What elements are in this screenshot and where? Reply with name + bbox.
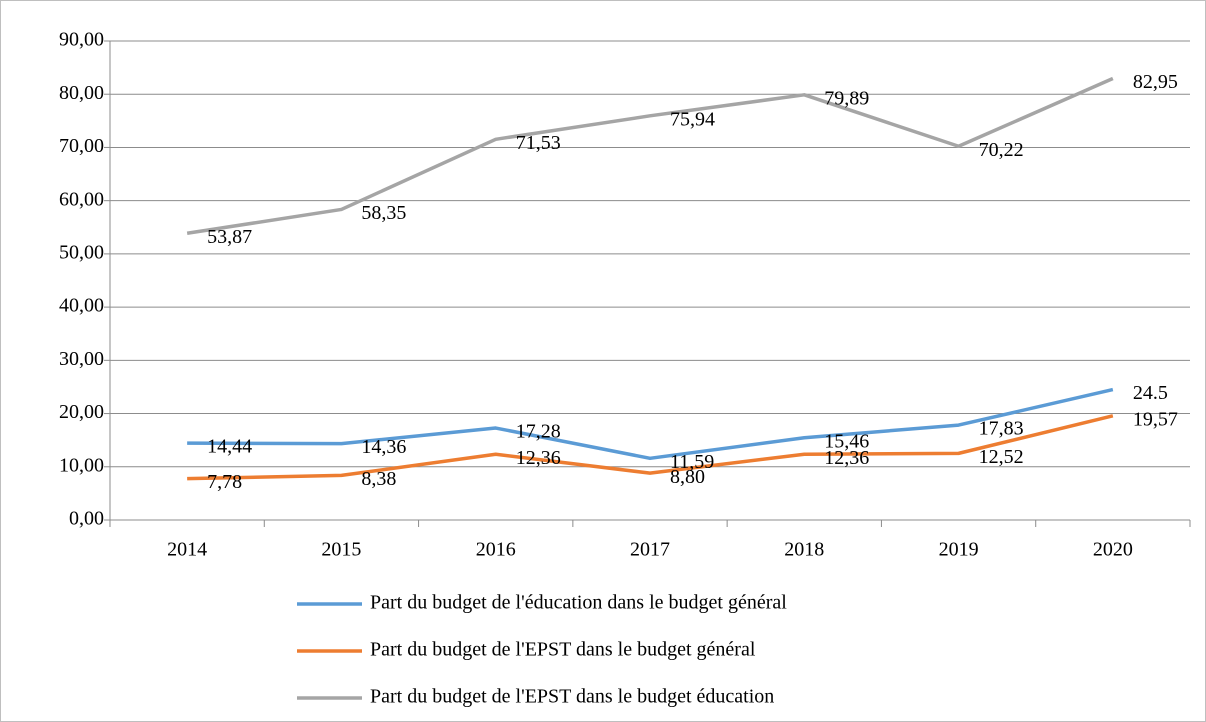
- data-label: 11,59: [670, 451, 714, 473]
- data-label: 19,57: [1133, 408, 1178, 430]
- data-label: 17,28: [516, 421, 561, 443]
- series-line: [187, 387, 1114, 461]
- data-label: 7,78: [207, 471, 242, 493]
- x-tick-label: 2017: [630, 539, 670, 561]
- legend-label: Part du budget de l'EPST dans le budget …: [370, 686, 774, 708]
- x-tick-label: 2018: [784, 539, 824, 561]
- y-tick-label: 50,00: [59, 241, 104, 263]
- data-label: 53,87: [207, 226, 252, 248]
- y-tick-label: 80,00: [59, 82, 104, 104]
- data-label: 14,44: [207, 436, 252, 458]
- legend-label: Part du budget de l'éducation dans le bu…: [370, 592, 787, 614]
- y-tick-label: 70,00: [59, 135, 104, 157]
- data-label: 24.5: [1133, 382, 1168, 404]
- data-label: 75,94: [670, 108, 715, 130]
- data-label: 70,22: [979, 139, 1024, 161]
- x-tick-label: 2020: [1093, 539, 1133, 561]
- x-tick-label: 2014: [167, 539, 207, 561]
- series-line: [187, 414, 1114, 481]
- y-tick-label: 90,00: [59, 29, 104, 51]
- data-label: 58,35: [361, 202, 406, 224]
- data-label: 17,83: [979, 418, 1024, 440]
- y-tick-label: 30,00: [59, 348, 104, 370]
- y-tick-label: 60,00: [59, 188, 104, 210]
- y-tick-label: 20,00: [59, 401, 104, 423]
- data-label: 71,53: [516, 132, 561, 154]
- data-label: 15,46: [824, 430, 869, 452]
- y-tick-label: 40,00: [59, 295, 104, 317]
- x-tick-label: 2015: [321, 539, 361, 561]
- x-tick-label: 2016: [476, 539, 516, 561]
- data-label: 8,80: [670, 466, 705, 488]
- data-label: 8,38: [361, 468, 396, 490]
- y-tick-label: 0,00: [69, 508, 104, 530]
- data-label: 82,95: [1133, 71, 1178, 93]
- data-label: 12,36: [516, 447, 561, 469]
- data-label: 12,52: [979, 446, 1024, 468]
- legend-label: Part du budget de l'EPST dans le budget …: [370, 639, 756, 661]
- y-tick-label: 10,00: [59, 454, 104, 476]
- x-tick-label: 2019: [939, 539, 979, 561]
- data-label: 79,89: [824, 87, 869, 109]
- series-line: [186, 76, 1114, 236]
- data-label: 14,36: [361, 436, 406, 458]
- data-label: 12,36: [824, 447, 869, 469]
